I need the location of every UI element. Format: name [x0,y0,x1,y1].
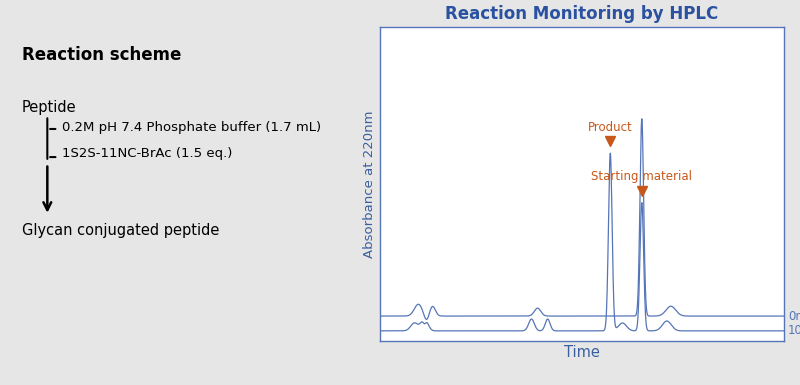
Y-axis label: Absorbance at 220nm: Absorbance at 220nm [363,110,376,258]
Text: Starting material: Starting material [591,170,692,183]
Text: 10min: 10min [788,324,800,337]
Text: 0.2M pH 7.4 Phosphate buffer (1.7 mL): 0.2M pH 7.4 Phosphate buffer (1.7 mL) [62,121,321,134]
Text: Glycan conjugated peptide: Glycan conjugated peptide [22,223,219,238]
Text: Product: Product [588,121,633,134]
Text: 1S2S-11NC-BrAc (1.5 eq.): 1S2S-11NC-BrAc (1.5 eq.) [62,147,232,160]
Text: Peptide: Peptide [22,100,77,115]
Text: 0min: 0min [788,310,800,323]
X-axis label: Time: Time [564,345,600,360]
Text: Reaction scheme: Reaction scheme [22,46,182,64]
Title: Reaction Monitoring by HPLC: Reaction Monitoring by HPLC [446,5,718,23]
